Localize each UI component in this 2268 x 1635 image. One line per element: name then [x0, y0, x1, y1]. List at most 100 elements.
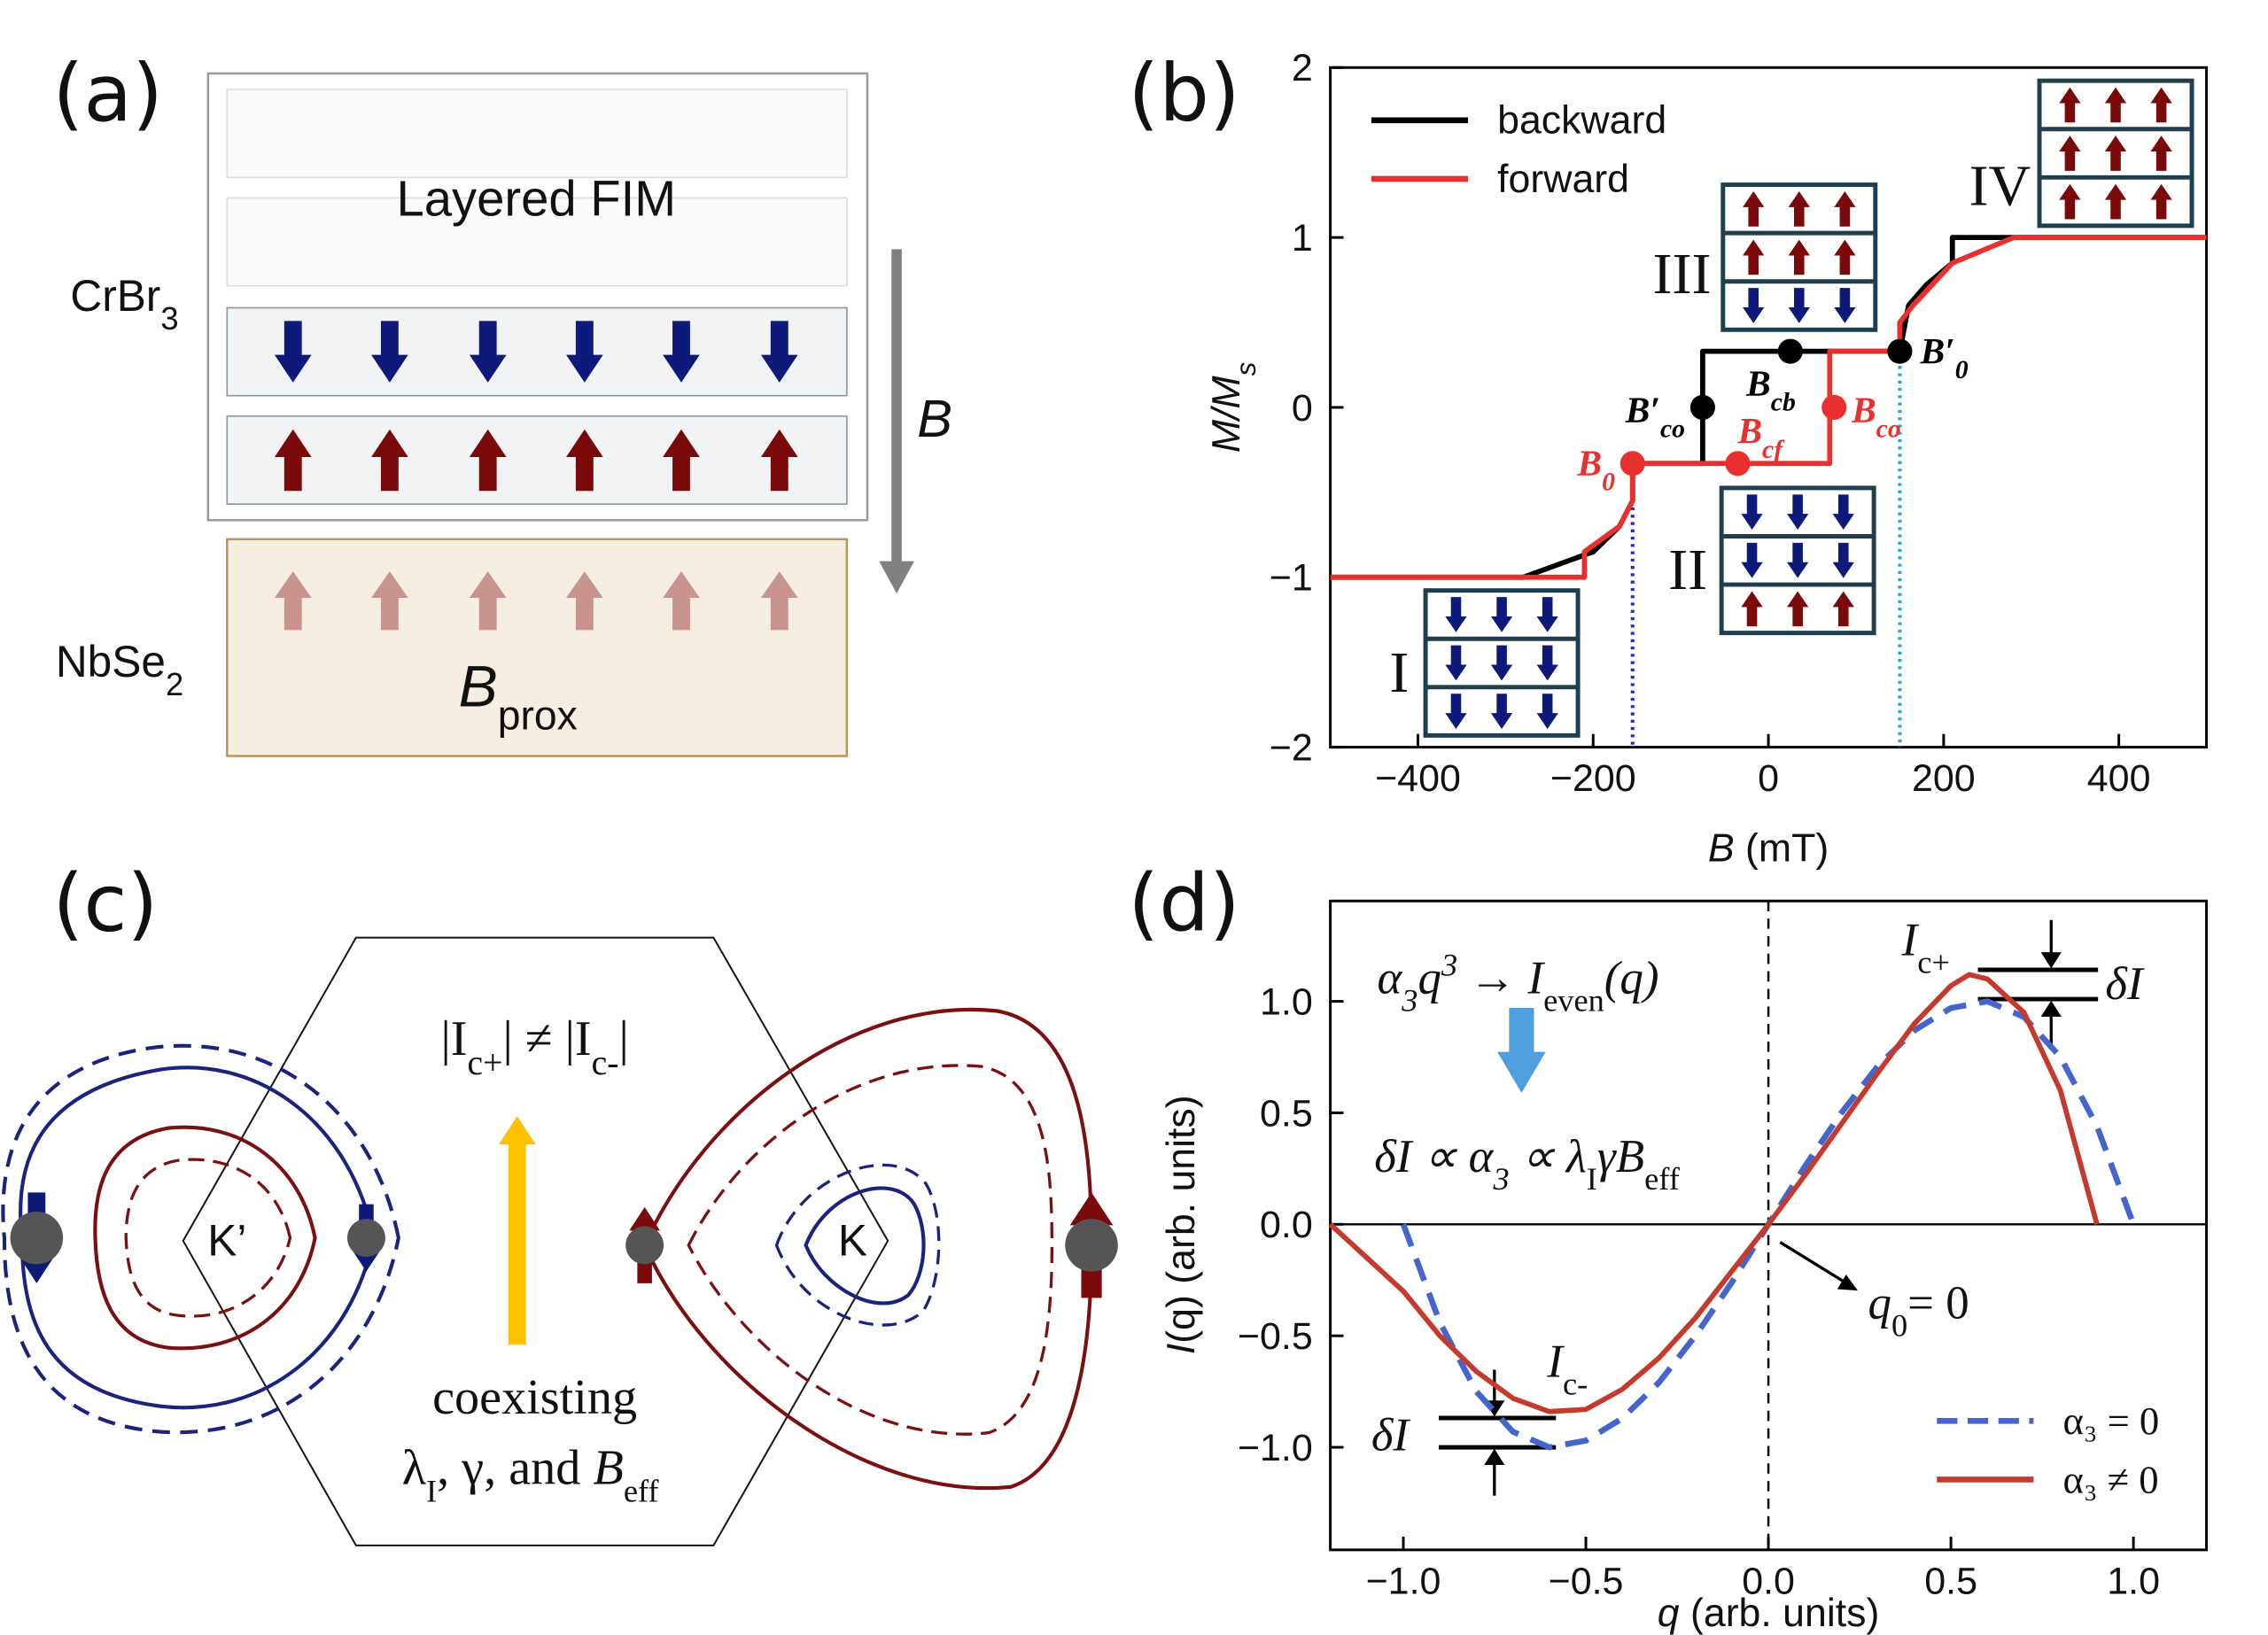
- marker: [1689, 394, 1715, 421]
- pointer: [1779, 1241, 1850, 1286]
- spin-arrow: [2059, 183, 2081, 220]
- text-part: NbSe: [56, 637, 166, 686]
- spin-arrow: [1490, 645, 1513, 681]
- down-arrow: [1509, 1007, 1534, 1055]
- text-part: eff: [1644, 1161, 1681, 1197]
- legend-label: α₃ ≠ 0: [2062, 1457, 2158, 1501]
- text-part: |I: [440, 1011, 467, 1066]
- panel-label: (a): [53, 48, 163, 140]
- spin-arrow: [371, 571, 408, 631]
- material-label: CrBr3: [70, 271, 178, 337]
- arrow-head: [2040, 1000, 2062, 1017]
- panel-label: (c): [53, 857, 159, 949]
- y-axis-label: I(q) (arb. units): [1160, 1095, 1203, 1354]
- marker: [1887, 338, 1913, 364]
- spin-arrow: [469, 571, 507, 631]
- text-part: I: [1546, 1337, 1565, 1388]
- caption: λI, γ, and Beff: [402, 1440, 660, 1508]
- text-part: q: [1658, 1592, 1680, 1635]
- brillouin-zone: [182, 936, 889, 1546]
- marker-label: Bco: [1851, 389, 1901, 442]
- spin-arrow: [1786, 494, 1809, 531]
- text-part: prox: [498, 692, 578, 738]
- text-part: CrBr: [70, 271, 160, 321]
- text-part: c+: [467, 1043, 502, 1082]
- text-part: 3: [1492, 1161, 1509, 1197]
- y-tick-label: −1.0: [1238, 1427, 1313, 1469]
- series-line: [1328, 972, 2100, 1414]
- marker-label: Bcf: [1736, 410, 1785, 464]
- text-part: B: [593, 1440, 623, 1495]
- spin-arrow: [760, 429, 798, 492]
- spin-arrow: [2059, 136, 2081, 171]
- spin-arrow: [1743, 191, 1765, 227]
- spin-arrow: [2150, 87, 2172, 123]
- spin-arrow: [1445, 597, 1467, 632]
- text-part: even: [1543, 982, 1604, 1018]
- down-arrow-head: [1497, 1051, 1546, 1093]
- text-part: →: [1457, 952, 1527, 1003]
- text-part: co: [1876, 414, 1901, 443]
- contour: [642, 1007, 1094, 1491]
- marker-label: B′co: [1625, 389, 1685, 442]
- text-part: cb: [1771, 387, 1796, 416]
- marker-label: Bcb: [1745, 362, 1796, 416]
- panel-label: (d): [1128, 857, 1239, 949]
- spin-arrow: [371, 429, 408, 492]
- arrow-head: [2040, 952, 2062, 969]
- y-axis-label: M/Ms: [1205, 361, 1262, 453]
- text-part: λ: [402, 1440, 426, 1495]
- x-tick-label: −400: [1375, 757, 1461, 800]
- x-tick-label: −1.0: [1366, 1560, 1441, 1602]
- spin-arrow: [469, 321, 507, 383]
- text-part: B: [459, 654, 498, 719]
- contour: [1, 1043, 400, 1435]
- phase-label: II: [1668, 538, 1707, 602]
- spin-arrow: [1832, 494, 1854, 531]
- marker: [1777, 338, 1803, 364]
- annotation: Ic-: [1546, 1337, 1588, 1402]
- text-part: c-: [1563, 1367, 1588, 1402]
- annotation: δI: [1371, 1409, 1411, 1461]
- annotation: Ic+: [1901, 914, 1950, 980]
- marker-label: B0: [1576, 442, 1615, 495]
- text-part: co: [1660, 414, 1685, 443]
- spin-arrow: [2059, 87, 2081, 123]
- chart: −1.0 −0.5 0.0 0.5 1.0 −1.0 −0.5 0.0 0.5 1.0 α₃ = 0…: [1238, 899, 2209, 1602]
- spin-arrow: [566, 429, 603, 492]
- text-part: |: [618, 1011, 628, 1066]
- spin-arrow: [663, 429, 700, 492]
- valley-label: K: [838, 1215, 867, 1265]
- text-part: (mT): [1735, 827, 1829, 871]
- text-part: I: [1160, 1344, 1203, 1354]
- spin-arrow: [1834, 239, 1856, 275]
- spin-arrow: [1743, 288, 1765, 323]
- legend-label: backward: [1497, 99, 1666, 143]
- spin-arrow: [1536, 694, 1558, 729]
- text-part: 3: [1401, 982, 1418, 1018]
- x-axis-label: q (arb. units): [1658, 1592, 1880, 1635]
- panel-label: (b): [1128, 48, 1239, 140]
- field-arrow-head: [879, 561, 914, 593]
- text-part: , γ, and: [437, 1440, 593, 1495]
- text-part: = 0: [1907, 1278, 1969, 1329]
- text-part: α: [1378, 952, 1403, 1003]
- x-tick-label: 0.0: [1742, 1560, 1795, 1602]
- panel-b: (b) B (mT) M/Ms: [1128, 48, 1829, 871]
- text-part: (arb. units): [1680, 1592, 1880, 1635]
- y-tick-label: 0: [1292, 387, 1313, 430]
- spin-arrow: [1536, 597, 1558, 632]
- annotation: δI: [2105, 958, 2145, 1010]
- text-part: | ≠ |I: [502, 1011, 591, 1066]
- marker-label: B′0: [1920, 330, 1969, 384]
- x-tick-label: 200: [1912, 757, 1976, 800]
- spin-arrow: [274, 321, 312, 383]
- text-part: B: [1708, 827, 1735, 871]
- x-tick-label: 0: [1758, 757, 1779, 800]
- spin-arrow: [1445, 645, 1467, 681]
- electron: [1065, 1219, 1118, 1272]
- spin-arrow: [1786, 591, 1809, 627]
- text-part: B: [1851, 389, 1876, 430]
- spin-arrow: [274, 429, 312, 492]
